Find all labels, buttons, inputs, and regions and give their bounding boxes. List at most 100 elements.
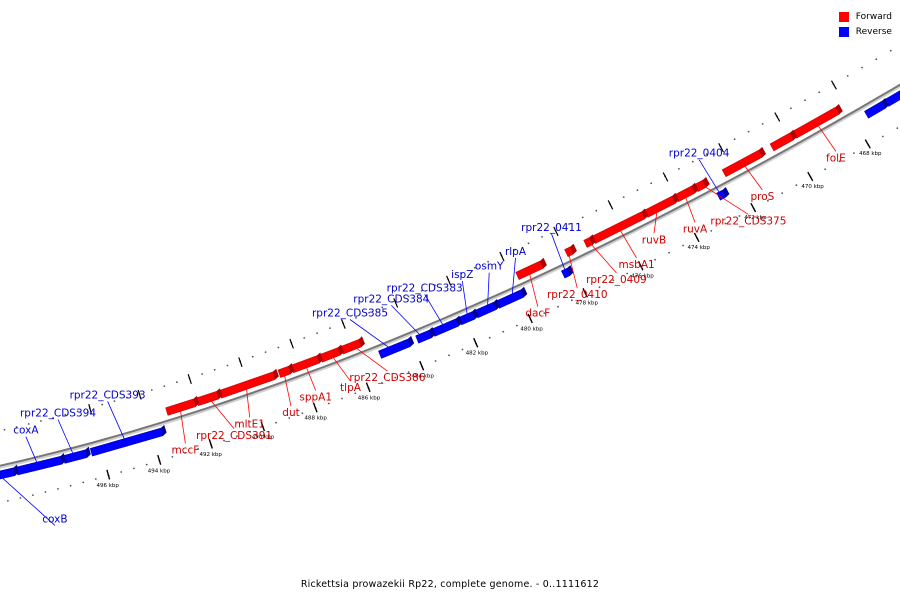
kbp-tick-label: 488 kbp: [304, 416, 327, 422]
inner-track-dot: [790, 107, 792, 110]
outer-track-dot: [223, 439, 225, 442]
inner-track-dot: [126, 396, 128, 399]
gene-end-face: [13, 464, 19, 476]
outer-track-dot: [612, 279, 615, 282]
rlpA-gene-block: [495, 286, 528, 309]
rpr22_CDS386-label: rpr22_CDS386: [349, 372, 425, 384]
rpr22_0411-leader-line: [551, 233, 568, 277]
inner-track-dot: [678, 168, 680, 170]
kbp-tick-mark: [527, 313, 533, 324]
gene-front-face: [674, 185, 696, 203]
kbp-tick-mark: [157, 454, 162, 465]
inner-track-dot: [818, 91, 821, 94]
gene-front-face: [864, 100, 887, 119]
rpr22_CDS384-leader-line: [391, 305, 426, 341]
kbp-inner-tick-mark: [553, 226, 559, 237]
rpr22_CDS375-label: rpr22_CDS375: [710, 215, 786, 227]
mccF-leader-line: [179, 403, 186, 444]
inner-track-dot: [113, 400, 116, 402]
outer-track-dot: [94, 478, 97, 480]
kbp-tick-mark: [260, 421, 266, 432]
kbp-inner-tick-mark: [187, 374, 192, 384]
kbp-tick-mark: [208, 438, 213, 449]
gene-end-face: [160, 424, 167, 436]
coxB-leader-line: [2, 478, 56, 526]
rpr22_CDS391-gene-block: [195, 388, 223, 407]
rpr22_CDS391-leader-line: [205, 394, 235, 430]
rpr22_CDS394-label: rpr22_CDS394: [20, 408, 96, 420]
outer-track-dot: [301, 412, 304, 415]
gene-end-face: [316, 352, 324, 364]
inner-track-dot: [691, 160, 694, 163]
outer-track-dot: [184, 452, 187, 454]
outer-track-dot: [461, 348, 464, 351]
inner-track-dot: [434, 284, 436, 287]
tlpA-label: tlpA: [340, 382, 362, 394]
msbA1-leader-line: [616, 223, 637, 259]
kbp-tick-label: 470 kbp: [801, 184, 824, 190]
gene-front-face: [721, 149, 763, 178]
kbp-tick-label: 490 kbp: [252, 435, 275, 441]
outer-track-dot: [767, 199, 769, 202]
gene-front-face: [474, 301, 497, 319]
inner-track-dot: [355, 317, 357, 319]
kbp-tick-mark: [365, 382, 371, 393]
inner-track-dot: [889, 49, 892, 52]
rpr22_0410-gene-block: [564, 243, 577, 258]
outer-track-dot: [710, 230, 713, 232]
kbp-tick-label: 476 kbp: [631, 273, 654, 279]
outer-track-dot: [781, 192, 784, 195]
rpr22_CDS393-leader-line: [107, 401, 128, 447]
ruvB-leader-line: [653, 203, 659, 234]
gene-end-face: [216, 388, 223, 399]
gene-end-face: [589, 234, 597, 245]
inner-track-dot: [40, 420, 42, 422]
inner-track-dot: [541, 236, 543, 238]
coxB-gene-block: [0, 464, 19, 480]
outer-track-dot: [133, 467, 135, 470]
legend-forward-label: Forward: [855, 11, 892, 22]
inner-track-dot: [595, 209, 598, 212]
gene-front-face: [195, 391, 220, 407]
kbp-inner-tick-mark: [607, 200, 614, 210]
outer-track-dot: [502, 330, 505, 333]
inner-track-dot: [581, 216, 584, 219]
kbp-ticks: 468 kbp 470 kbp 472 kbp 474 kbp 476 kbp 478 k…: [88, 80, 882, 489]
outer-track-dot: [394, 376, 397, 379]
outer-track-dot: [57, 488, 59, 490]
kbp-inner-tick-mark: [289, 338, 294, 349]
rpr22_CDS383-label: rpr22_CDS383: [387, 282, 463, 294]
kbp-tick-label: 496 kbp: [96, 483, 119, 489]
gene-front-face: [15, 455, 63, 476]
inner-track-dot: [226, 364, 229, 367]
ruvA-gene-block: [674, 182, 699, 203]
outer-track-dot: [570, 299, 573, 302]
gene-end-face: [566, 265, 574, 276]
outer-track-dot: [654, 258, 656, 261]
outer-track-dot: [249, 430, 251, 433]
kbp-tick-mark: [582, 287, 589, 298]
sppA1-leader-line: [303, 360, 317, 391]
gene-front-face: [643, 195, 676, 218]
rpr22_CDS393-label: rpr22_CDS393: [70, 389, 146, 401]
gene-end-face: [789, 129, 798, 140]
legend-reverse: Reverse: [838, 24, 892, 39]
kbp-inner-tick-mark: [499, 251, 505, 262]
legend-reverse-label: Reverse: [855, 26, 892, 37]
kbp-tick-label: 474 kbp: [687, 245, 710, 251]
inner-dot-track: [3, 49, 892, 431]
rpr22_CDS385-label: rpr22_CDS385: [312, 308, 388, 320]
inner-track-dot: [64, 413, 67, 416]
gene-end-face: [60, 453, 66, 465]
inner-track-dot: [527, 242, 530, 245]
gene-front-face: [515, 260, 544, 280]
inner-track-dot: [407, 295, 410, 298]
rpr22_0409-gene-block: [583, 234, 597, 248]
ruvB-label: ruvB: [642, 234, 666, 246]
outer-track-dot: [598, 286, 601, 288]
gene-end-face: [758, 146, 766, 158]
inner-track-dot: [650, 182, 653, 185]
inner-track-dot: [213, 368, 216, 371]
gene-end-face: [428, 327, 436, 338]
outer-track-dot: [738, 215, 741, 217]
